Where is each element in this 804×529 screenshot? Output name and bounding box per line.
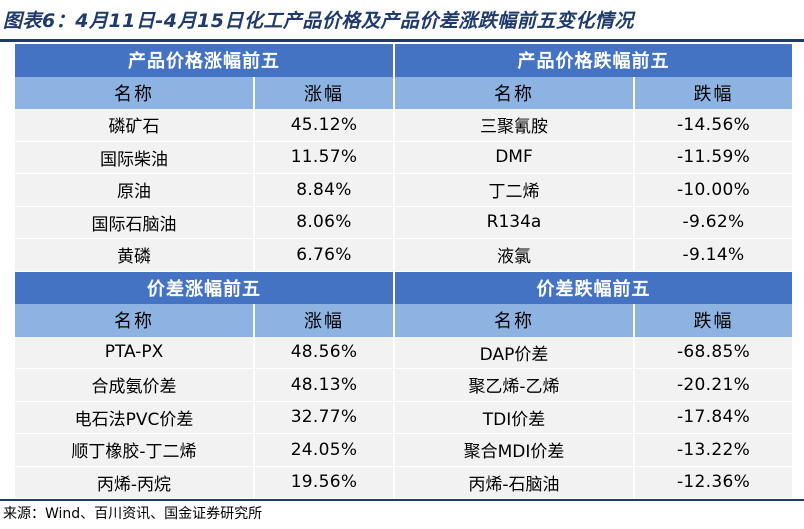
change-value: 19.56% <box>255 466 395 499</box>
spread-name: 顺丁橡胶-丁二烯 <box>15 434 255 467</box>
change-value: 45.12% <box>255 109 395 142</box>
product-name: 国际石脑油 <box>15 206 255 239</box>
change-value: -10.00% <box>635 174 794 207</box>
title-rule <box>0 39 804 42</box>
change-value: -13.22% <box>635 434 794 467</box>
footer-rule <box>0 499 804 501</box>
spread-name: 丙烯-丙烷 <box>15 466 255 499</box>
source-note: 来源：Wind、百川资讯、国金证券研究所 <box>3 506 263 522</box>
column-header-row: 名称 涨幅 <box>15 304 395 337</box>
column-header-value: 涨幅 <box>255 304 395 337</box>
change-value: 6.76% <box>255 239 395 272</box>
table-row: PTA-PX 48.56% <box>15 336 395 369</box>
table-row: 国际柴油 11.57% <box>15 141 395 174</box>
table-row: TDI价差 -17.84% <box>395 401 794 434</box>
change-value: -9.62% <box>635 206 794 239</box>
table-row: 合成氨价差 48.13% <box>15 369 395 402</box>
spread-name: 聚乙烯-乙烯 <box>395 369 635 402</box>
change-value: 8.06% <box>255 206 395 239</box>
spread-name: 合成氨价差 <box>15 369 255 402</box>
figure-title: 图表6：4月11日-4月15日化工产品价格及产品价差涨跌幅前五变化情况 <box>3 10 634 32</box>
change-value: -14.56% <box>635 109 794 142</box>
change-value: 24.05% <box>255 434 395 467</box>
table-row: 液氯 -9.14% <box>395 239 794 272</box>
table-row: 三聚氰胺 -14.56% <box>395 109 794 142</box>
table-row: 磷矿石 45.12% <box>15 109 395 142</box>
spread-name: DAP价差 <box>395 336 635 369</box>
table-row: 丁二烯 -10.00% <box>395 174 794 207</box>
table-row: 电石法PVC价差 32.77% <box>15 401 395 434</box>
column-header-value: 涨幅 <box>255 76 395 109</box>
product-name: 原油 <box>15 174 255 207</box>
change-value: 48.56% <box>255 336 395 369</box>
section-title-price-down: 产品价格跌幅前五 <box>395 44 794 77</box>
change-value: -9.14% <box>635 239 794 272</box>
table-row: 原油 8.84% <box>15 174 395 207</box>
product-name: 丁二烯 <box>395 174 635 207</box>
section-title-spread-up: 价差涨幅前五 <box>15 271 395 304</box>
change-value: 48.13% <box>255 369 395 402</box>
change-value: 11.57% <box>255 141 395 174</box>
table-row: R134a -9.62% <box>395 206 794 239</box>
product-name: 液氯 <box>395 239 635 272</box>
change-value: -12.36% <box>635 466 794 499</box>
change-value: -68.85% <box>635 336 794 369</box>
column-header-name: 名称 <box>15 304 255 337</box>
table-row: DAP价差 -68.85% <box>395 336 794 369</box>
spread-name: 丙烯-石脑油 <box>395 466 635 499</box>
change-value: -17.84% <box>635 401 794 434</box>
column-header-name: 名称 <box>15 76 255 109</box>
product-name: DMF <box>395 141 635 174</box>
change-value: 8.84% <box>255 174 395 207</box>
product-name: R134a <box>395 206 635 239</box>
column-header-value: 跌幅 <box>635 76 794 109</box>
product-name: 三聚氰胺 <box>395 109 635 142</box>
spread-name: TDI价差 <box>395 401 635 434</box>
table-row: 丙烯-丙烷 19.56% <box>15 466 395 499</box>
table-row: 顺丁橡胶-丁二烯 24.05% <box>15 434 395 467</box>
table-row: 聚合MDI价差 -13.22% <box>395 434 794 467</box>
change-value: 32.77% <box>255 401 395 434</box>
table-row: 聚乙烯-乙烯 -20.21% <box>395 369 794 402</box>
change-value: -20.21% <box>635 369 794 402</box>
table-row: 国际石脑油 8.06% <box>15 206 395 239</box>
product-name: 国际柴油 <box>15 141 255 174</box>
spread-name: 电石法PVC价差 <box>15 401 255 434</box>
spread-name: PTA-PX <box>15 336 255 369</box>
comparison-table: 产品价格涨幅前五 产品价格跌幅前五 名称 涨幅 名称 跌幅 磷矿石 45.12%… <box>15 44 794 499</box>
column-header-row: 名称 跌幅 <box>395 76 794 109</box>
column-header-value: 跌幅 <box>635 304 794 337</box>
spread-name: 聚合MDI价差 <box>395 434 635 467</box>
change-value: -11.59% <box>635 141 794 174</box>
table-row: DMF -11.59% <box>395 141 794 174</box>
table-row: 丙烯-石脑油 -12.36% <box>395 466 794 499</box>
section-title-spread-down: 价差跌幅前五 <box>395 271 794 304</box>
table-row: 黄磷 6.76% <box>15 239 395 272</box>
column-header-name: 名称 <box>395 304 635 337</box>
column-header-row: 名称 跌幅 <box>395 304 794 337</box>
product-name: 黄磷 <box>15 239 255 272</box>
column-header-name: 名称 <box>395 76 635 109</box>
column-header-row: 名称 涨幅 <box>15 76 395 109</box>
section-title-price-up: 产品价格涨幅前五 <box>15 44 395 77</box>
product-name: 磷矿石 <box>15 109 255 142</box>
